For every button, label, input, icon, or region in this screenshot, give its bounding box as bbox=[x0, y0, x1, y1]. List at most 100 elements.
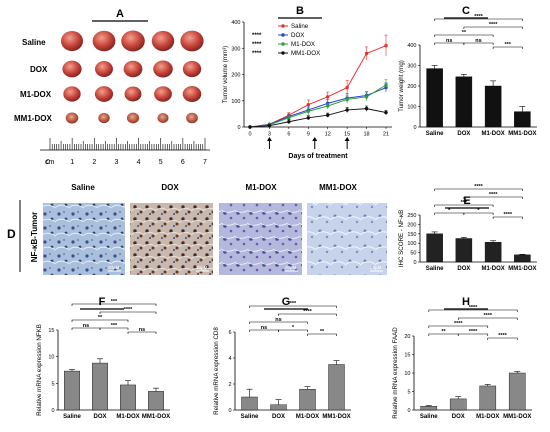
legend-significance: **** bbox=[252, 42, 262, 48]
data-point bbox=[326, 113, 330, 117]
significance-label: ** bbox=[441, 329, 446, 335]
scale-bar-label-4: 20μM bbox=[370, 265, 382, 270]
bar-m1-dox bbox=[120, 384, 136, 411]
tumor-photo bbox=[151, 30, 175, 52]
category-label: M1-DOX bbox=[116, 414, 139, 420]
y-axis-label: Tumor volume (mm³) bbox=[222, 46, 229, 104]
significance-label: *** bbox=[290, 301, 297, 307]
category-label: M1-DOX bbox=[296, 414, 319, 420]
y-tick-label: 300 bbox=[231, 46, 240, 52]
data-point bbox=[345, 108, 349, 112]
significance-bracket bbox=[463, 212, 494, 215]
tumor-photo bbox=[98, 112, 110, 124]
category-label: M1-DOX bbox=[481, 131, 504, 137]
tumor-photo bbox=[153, 60, 173, 78]
significance-label: **** bbox=[503, 212, 512, 218]
significance-bracket bbox=[434, 34, 494, 37]
tumor-photo bbox=[186, 112, 198, 124]
tumor-photo bbox=[65, 112, 79, 124]
y-tick-label: 15 bbox=[404, 353, 410, 359]
tumor-photo bbox=[154, 86, 172, 102]
y-axis-label: Tumor weight (mg) bbox=[398, 60, 405, 112]
category-label: Saline bbox=[426, 131, 444, 137]
panel-a-letter: A bbox=[116, 8, 124, 20]
significance-label: **** bbox=[469, 329, 478, 335]
bar-dox bbox=[455, 238, 473, 263]
significance-label: ns bbox=[446, 38, 452, 44]
y-tick-label: 4 bbox=[228, 356, 231, 362]
category-label: Saline bbox=[63, 414, 81, 420]
significance-bracket bbox=[99, 327, 129, 330]
legend-label: M1-DOX bbox=[291, 41, 315, 48]
y-tick-label: 0 bbox=[51, 408, 54, 414]
bar-mm1-dox bbox=[508, 372, 526, 411]
tumor-photo bbox=[63, 86, 81, 102]
data-point bbox=[306, 116, 310, 120]
tumor-row-label-mm1dox: MM1-DOX bbox=[14, 114, 52, 123]
significance-bracket bbox=[434, 188, 523, 191]
category-label: DOX bbox=[452, 414, 465, 420]
significance-bracket bbox=[434, 18, 523, 21]
x-tick-label: 12 bbox=[325, 132, 331, 138]
bar-dox bbox=[270, 404, 287, 411]
significance-bracket bbox=[457, 333, 489, 336]
category-label: MM1-DOX bbox=[508, 131, 536, 137]
ruler-tick-label: 2 bbox=[92, 159, 96, 166]
histo-col-label-dox: DOX bbox=[161, 183, 179, 192]
tumor-photo bbox=[124, 86, 142, 102]
histology-image-saline bbox=[43, 203, 125, 275]
panel-letter: E bbox=[463, 195, 470, 207]
category-label: MM1-DOX bbox=[322, 414, 350, 420]
y-axis-label: Relative mRNA expression CD8 bbox=[213, 327, 220, 415]
significance-label: ** bbox=[462, 30, 467, 36]
significance-label: **** bbox=[474, 14, 483, 20]
category-label: MM1-DOX bbox=[142, 414, 170, 420]
ruler-tick-label: 5 bbox=[159, 159, 163, 166]
series-line-m1-dox bbox=[249, 84, 387, 128]
histo-col-label-m1dox: M1-DOX bbox=[245, 183, 277, 192]
histology-image-dox bbox=[130, 203, 213, 275]
treatment-arrow-head bbox=[266, 137, 272, 141]
panel-g-chart: G 0 2 4 6 Relative mRNA expression CD8 Saline D… bbox=[213, 296, 351, 420]
panel-b-chart: B 0 100 200 300 400 Tumor volume (mm³) 0 3 6 9 12 15… bbox=[222, 5, 392, 160]
category-label: DOX bbox=[272, 414, 285, 420]
bar-saline bbox=[426, 68, 443, 128]
y-tick-label: 100 bbox=[231, 99, 240, 105]
data-point bbox=[384, 110, 388, 115]
y-axis-label: Relative mRNA expression NFKB bbox=[36, 324, 43, 416]
significance-label: **** bbox=[489, 22, 498, 28]
y-tick-label: 100 bbox=[407, 241, 416, 247]
y-tick-label: 15 bbox=[48, 328, 54, 334]
data-point bbox=[345, 97, 349, 102]
data-point bbox=[384, 43, 388, 48]
ruler-unit: cm bbox=[45, 159, 55, 166]
significance-label: **** bbox=[303, 309, 312, 315]
tumor-photo bbox=[94, 86, 114, 102]
significance-label: **** bbox=[124, 307, 133, 313]
legend-marker bbox=[281, 51, 285, 55]
significance-bracket bbox=[428, 309, 518, 312]
significance-bracket bbox=[463, 26, 523, 29]
y-tick-label: 200 bbox=[407, 84, 416, 90]
histology-scalebars: 20μM 20μM 20μM 20μM bbox=[108, 265, 383, 272]
bar-m1-dox bbox=[299, 389, 316, 411]
significance-label: ** bbox=[98, 315, 103, 321]
bar-saline bbox=[241, 396, 258, 411]
significance-bracket bbox=[71, 303, 157, 306]
legend-significance: **** bbox=[252, 51, 262, 57]
scale-bar-label-3: 20μM bbox=[285, 265, 297, 270]
x-tick-label: 3 bbox=[268, 132, 271, 138]
y-tick-label: 300 bbox=[407, 64, 416, 70]
significance-label: *** bbox=[111, 299, 118, 305]
ruler-tick-label: 4 bbox=[137, 159, 141, 166]
tumor-photo bbox=[62, 60, 82, 78]
data-point bbox=[326, 104, 330, 108]
significance-label: **** bbox=[454, 321, 463, 327]
category-label: DOX bbox=[93, 414, 106, 420]
tumor-photo bbox=[182, 60, 202, 78]
panel-letter: H bbox=[462, 296, 470, 308]
